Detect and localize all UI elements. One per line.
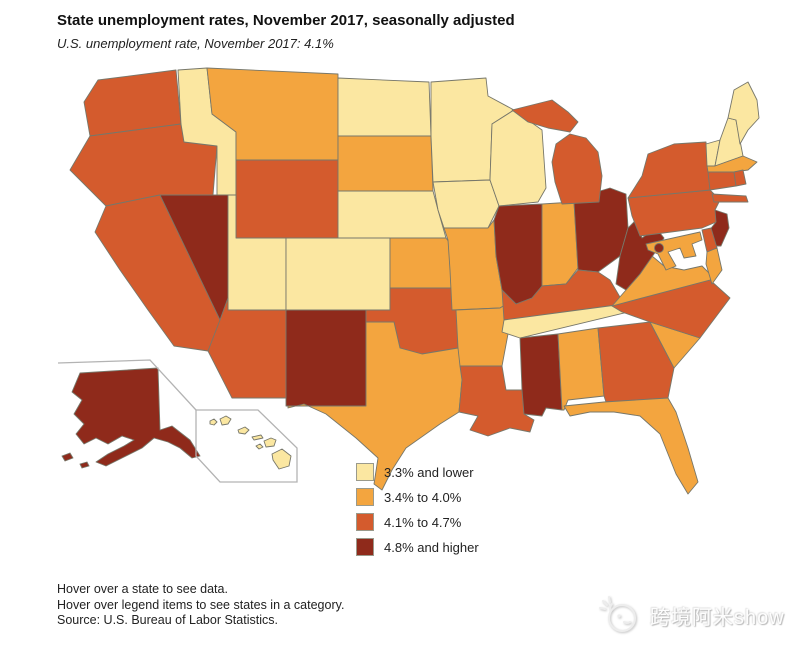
legend-swatch-bin3 — [356, 513, 374, 531]
state-WV[interactable] — [615, 219, 665, 291]
state-HI[interactable] — [209, 415, 292, 470]
legend-label-bin4: 4.8% and higher — [384, 539, 479, 555]
state-SD[interactable] — [337, 135, 434, 192]
state-CT[interactable] — [707, 171, 737, 191]
us-choropleth-map — [50, 58, 760, 568]
chart-subtitle: U.S. unemployment rate, November 2017: 4… — [57, 36, 334, 51]
state-MI[interactable] — [511, 99, 603, 205]
watermark: 跨境阿米show — [596, 592, 785, 638]
legend-item-bin3[interactable]: 4.1% to 4.7% — [356, 513, 479, 531]
alaska-inset-border — [57, 359, 197, 411]
legend-label-bin3: 4.1% to 4.7% — [384, 514, 462, 530]
state-TX[interactable] — [287, 321, 463, 491]
page-title: State unemployment rates, November 2017,… — [57, 12, 515, 29]
state-ME[interactable] — [727, 81, 760, 145]
legend-item-bin4[interactable]: 4.8% and higher — [356, 538, 479, 556]
state-FL[interactable] — [563, 397, 699, 495]
state-WY[interactable] — [235, 159, 339, 239]
legend-item-bin1[interactable]: 3.3% and lower — [356, 463, 479, 481]
hawaii-inset-border — [195, 409, 298, 483]
footnote-hover-state: Hover over a state to see data. — [57, 582, 228, 596]
state-CO[interactable] — [285, 237, 391, 311]
state-MD[interactable] — [645, 231, 723, 285]
state-AK[interactable] — [61, 367, 201, 469]
state-IN[interactable] — [541, 201, 579, 287]
us-map-svg — [57, 67, 760, 495]
state-AL[interactable] — [557, 327, 605, 411]
state-MS[interactable] — [519, 333, 563, 417]
state-NM[interactable] — [285, 309, 367, 407]
state-NE[interactable] — [337, 190, 447, 239]
state-LA[interactable] — [458, 365, 535, 437]
mascot-face-logo-icon — [599, 596, 636, 632]
state-TN[interactable] — [501, 303, 629, 339]
legend-item-bin2[interactable]: 3.4% to 4.0% — [356, 488, 479, 506]
state-RI[interactable] — [733, 169, 747, 187]
legend-swatch-bin4 — [356, 538, 374, 556]
watermark-text: 跨境阿米show — [650, 606, 785, 629]
states-group — [61, 67, 760, 495]
legend: 3.3% and lower 3.4% to 4.0% 4.1% to 4.7%… — [356, 463, 479, 563]
state-IA[interactable] — [432, 179, 500, 229]
footnote-hover-legend: Hover over legend items to see states in… — [57, 597, 345, 612]
state-ND[interactable] — [337, 77, 432, 137]
footnote-source: Source: U.S. Bureau of Labor Statistics. — [57, 613, 278, 627]
legend-swatch-bin2 — [356, 488, 374, 506]
footnotes: Hover over a state to see data. Hover ov… — [57, 582, 344, 629]
legend-label-bin1: 3.3% and lower — [384, 464, 474, 480]
chart-header: State unemployment rates, November 2017,… — [57, 12, 515, 51]
state-KS[interactable] — [389, 237, 453, 289]
state-DC-dot[interactable] — [654, 243, 664, 253]
legend-label-bin2: 3.4% to 4.0% — [384, 489, 462, 505]
legend-swatch-bin1 — [356, 463, 374, 481]
